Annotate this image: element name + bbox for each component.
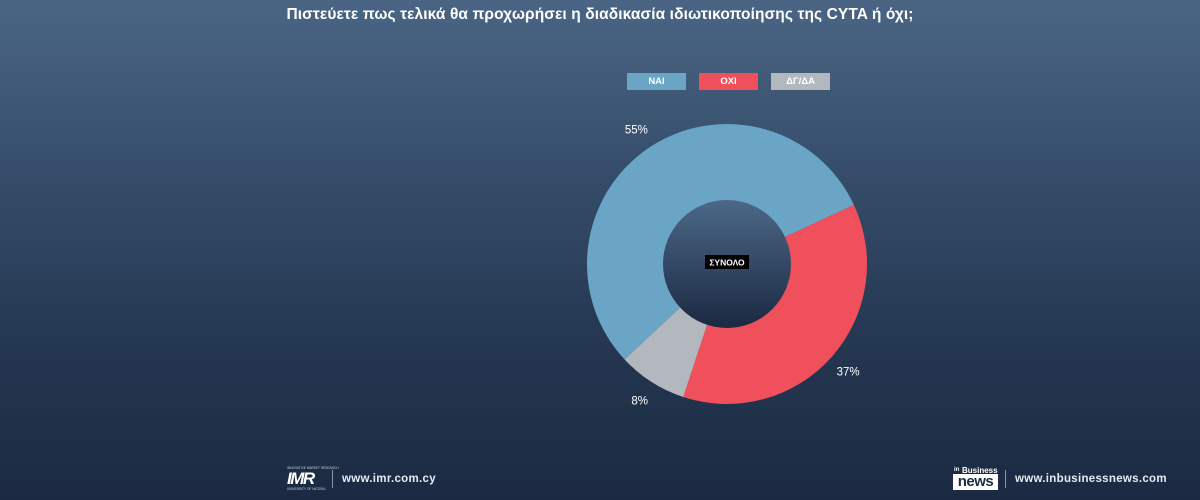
value-label-no: 37%: [837, 367, 860, 379]
center-label: ΣΥΝΟΛΟ: [709, 258, 745, 268]
inbusinessnews-logo: in Business news: [953, 466, 998, 490]
footer-right-separator: [1005, 470, 1006, 488]
legend-item-yes: ΝΑΙ: [627, 73, 686, 90]
chart-title: Πιστεύετε πως τελικά θα προχωρήσει η δια…: [286, 6, 914, 23]
chart-legend: ΝΑΙ ΟΧΙ ΔΓ/ΔΑ: [627, 73, 837, 90]
center-label-box: [705, 255, 749, 269]
legend-item-no: ΟΧΙ: [699, 73, 758, 90]
value-label-yes: 55%: [625, 125, 648, 137]
footer-left-separator: [332, 470, 333, 488]
imr-logo: INNOVATIVE MARKET RESEARCH IMR UNIVERSIT…: [287, 466, 339, 491]
legend-item-dk: ΔΓ/ΔΑ: [771, 73, 830, 90]
imr-website-link[interactable]: www.imr.com.cy: [342, 473, 436, 485]
inbusinessnews-website-link[interactable]: www.inbusinessnews.com: [1015, 473, 1167, 485]
value-label-dk: 8%: [631, 395, 648, 407]
